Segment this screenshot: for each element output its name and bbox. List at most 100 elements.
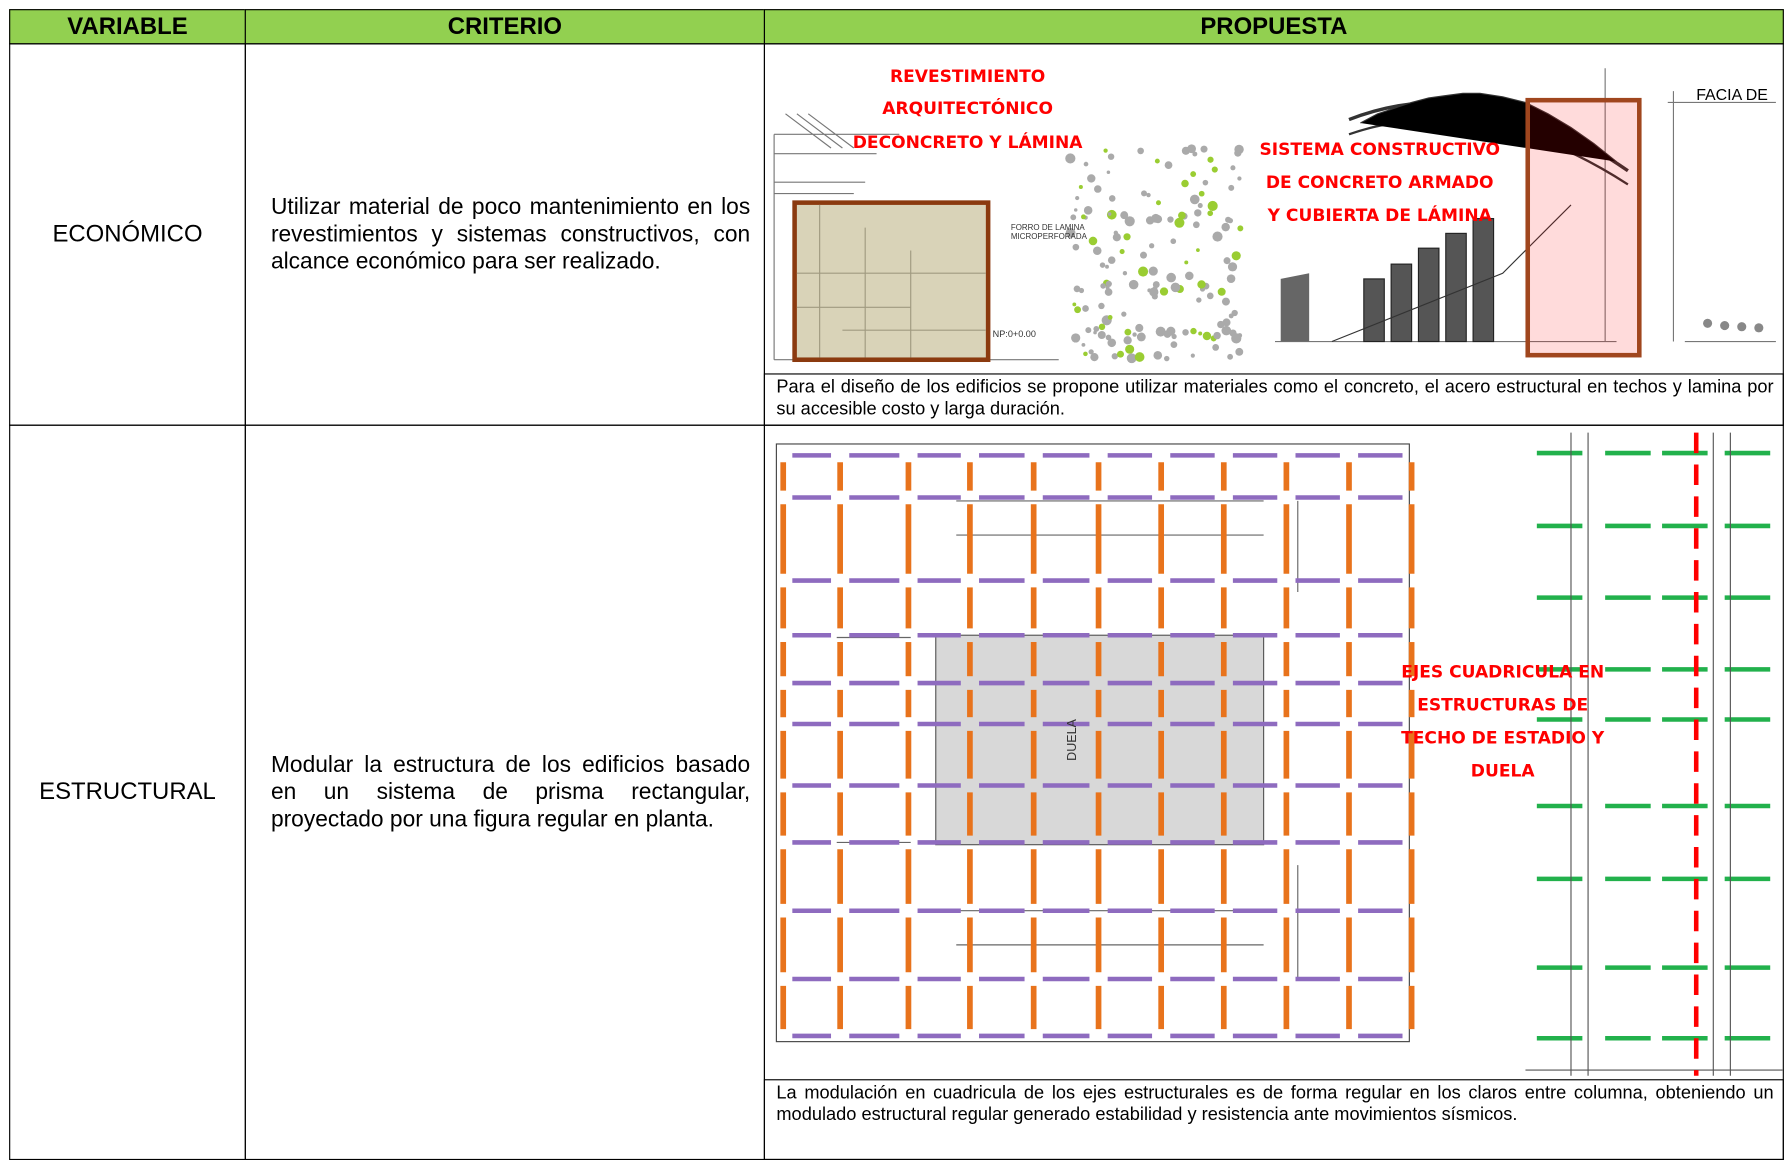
sketch-line <box>1073 208 1078 212</box>
sketch-line <box>1073 285 1081 293</box>
sketch-line <box>1092 246 1102 256</box>
sketch-line <box>1072 243 1080 251</box>
sketch-line <box>1107 212 1112 216</box>
sketch-line <box>1181 179 1189 188</box>
sketch-line <box>1147 288 1152 293</box>
criterio-cell: Utilizar material de poco mantenimiento … <box>244 43 766 426</box>
sketch-line <box>1120 211 1129 220</box>
image-label: FORRO DE LAMINA <box>1011 223 1085 232</box>
sketch-line <box>1065 153 1076 164</box>
sketch-line <box>1231 309 1238 317</box>
sketch-line <box>1125 344 1135 354</box>
sketch-line <box>1185 271 1194 281</box>
sketch-line <box>1145 216 1155 225</box>
sketch-line <box>1187 144 1196 154</box>
sketch-line <box>1217 320 1225 329</box>
sketch-line <box>1196 248 1200 252</box>
sketch-line <box>1198 331 1203 336</box>
sketch-line <box>1192 221 1200 229</box>
sketch-line <box>1088 349 1094 355</box>
sketch-line <box>1083 161 1089 167</box>
caption: La modulación en cuadricula de los ejes … <box>763 1079 1784 1160</box>
sketch-line <box>1107 338 1117 348</box>
image-label: DUELA <box>1471 761 1536 781</box>
sketch-line <box>1154 158 1160 164</box>
sketch-line <box>1230 165 1236 171</box>
sketch-line <box>1107 153 1115 160</box>
sketch-line <box>1093 330 1097 335</box>
sketch-line <box>1223 257 1231 265</box>
sketch-line <box>1235 347 1244 356</box>
sketch-line <box>1152 281 1160 289</box>
image-label: DUELA <box>1065 718 1079 760</box>
sketch-line <box>1217 287 1226 296</box>
sketch-line <box>1100 283 1106 289</box>
sketch-line <box>1213 331 1221 340</box>
sketch-line <box>1167 216 1174 223</box>
sketch-line <box>1138 266 1149 277</box>
variable-cell: ESTRUCTURAL <box>9 424 246 1160</box>
sketch-line <box>1211 166 1218 173</box>
header-cell: PROPUESTA <box>763 9 1784 45</box>
sketch-line <box>1071 333 1081 343</box>
sketch-line <box>1132 332 1137 337</box>
caption: Para el diseño de los edificios se propo… <box>763 373 1784 426</box>
sketch-line <box>1170 238 1177 245</box>
sketch-line <box>1170 282 1181 293</box>
sketch-line <box>1212 344 1220 351</box>
sketch-line <box>1113 230 1119 235</box>
sketch-line <box>1148 266 1158 276</box>
sketch-line <box>1212 231 1223 242</box>
sketch-line <box>1094 185 1102 193</box>
sketch-line <box>1155 200 1161 206</box>
image-label: REVESTIMIENTO <box>890 67 1045 87</box>
sketch-line <box>1135 323 1144 333</box>
sketch-line <box>1106 170 1111 174</box>
sketch-line <box>1099 262 1106 268</box>
sketch-line <box>1153 351 1163 360</box>
sketch-line <box>1189 194 1200 205</box>
header-cell: CRITERIO <box>244 9 766 45</box>
criterio-text: Utilizar material de poco mantenimiento … <box>270 194 751 275</box>
sketch-line <box>1124 216 1135 227</box>
sketch-line <box>1166 272 1176 283</box>
sketch-line <box>1090 353 1099 362</box>
sketch-line <box>1221 325 1232 336</box>
variable-cell: ECONÓMICO <box>9 43 246 426</box>
image-label: MICROPERFORADA <box>1011 232 1088 241</box>
sketch-line <box>1200 145 1208 153</box>
sketch-line <box>1087 174 1096 183</box>
sketch-line <box>1149 243 1155 249</box>
sketch-line <box>1229 329 1237 337</box>
sketch-line <box>1207 156 1214 163</box>
image-label: DE CONCRETO ARMADO <box>1266 173 1494 193</box>
sketch-line <box>1136 332 1146 342</box>
sketch-line <box>1093 325 1100 332</box>
image-label: Y CUBIERTA DE LÁMINA <box>1267 204 1493 226</box>
sketch-line <box>1082 305 1089 312</box>
sketch-line <box>1206 292 1214 300</box>
sketch-line <box>1197 280 1206 289</box>
sketch-line <box>1098 323 1106 331</box>
sketch-line <box>1078 184 1083 190</box>
image-label: ARQUITECTÓNICO <box>882 97 1053 119</box>
sketch-line <box>1190 327 1197 335</box>
sketch-line <box>1123 233 1131 241</box>
image-label: NP:0+0.00 <box>993 329 1036 339</box>
sketch-line <box>1088 236 1098 246</box>
sketch-line <box>1170 341 1178 349</box>
sketch-line <box>1070 214 1077 221</box>
sketch-line <box>1227 262 1238 272</box>
sketch-line <box>1075 195 1080 201</box>
sketch-line <box>1164 355 1170 362</box>
sketch-line <box>1231 251 1241 261</box>
sketch-line <box>1207 210 1214 217</box>
sketch-line <box>1202 179 1209 186</box>
sketch-line <box>1111 353 1118 360</box>
sketch-line <box>1119 249 1125 255</box>
sketch-line <box>1221 222 1230 232</box>
tree-sketch <box>1065 144 1244 364</box>
elevation-drawing: REVESTIMIENTO ARQUITECTÓNICO DECONCRETO … <box>773 67 1776 364</box>
sketch-line <box>1207 200 1218 211</box>
